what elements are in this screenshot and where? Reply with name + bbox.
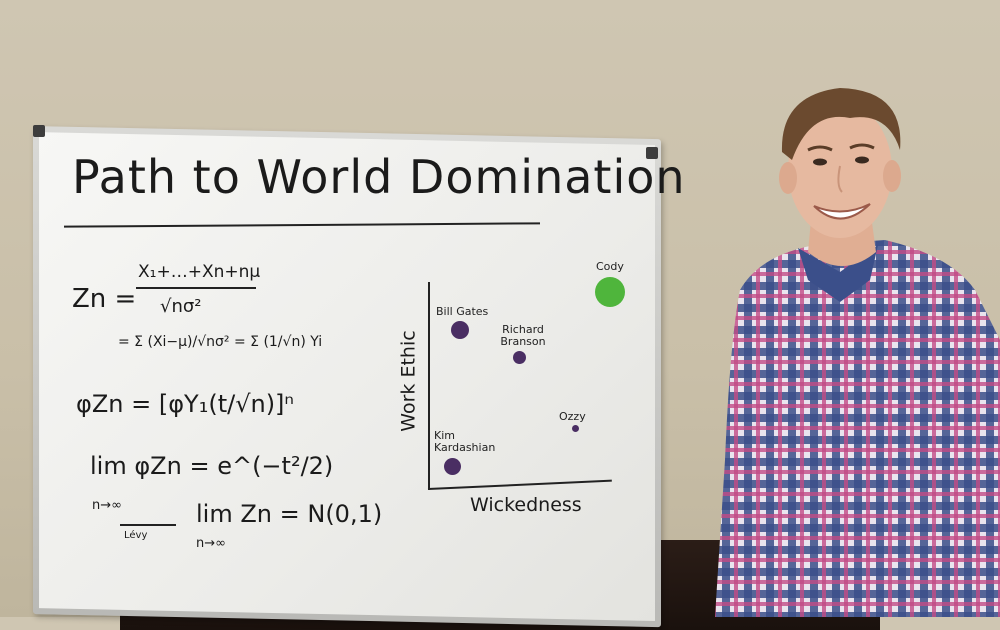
eq-line5-arrow <box>120 524 176 526</box>
eq-line1-fraction-bar <box>136 287 256 289</box>
whiteboard-title: Path to World Domination <box>72 150 686 204</box>
chart-x-label: Wickedness <box>470 494 582 516</box>
point-label-richard-branson: Richard Branson <box>500 323 546 348</box>
photo-scene: Path to World Domination Zn = X₁+…+Xn+nμ… <box>33 88 1000 630</box>
whiteboard-corner-top-right <box>646 147 658 159</box>
eq-line1-numerator: X₁+…+Xn+nμ <box>138 262 261 282</box>
eq-line5-arrow-label: Lévy <box>124 530 148 541</box>
point-label-ozzy: Ozzy <box>559 410 586 423</box>
point-ozzy <box>572 425 579 432</box>
eq-line5-subscript: n→∞ <box>196 536 226 551</box>
eq-line5: lim Zn = N(0,1) <box>196 500 383 528</box>
eq-line1-denominator: √nσ² <box>160 296 202 317</box>
eq-line2: = Σ (Xi−μ)/√nσ² = Σ (1/√n) Yi <box>118 334 323 350</box>
point-cody <box>595 277 625 307</box>
whiteboard-surface <box>39 132 655 622</box>
point-label-cody: Cody <box>596 260 624 273</box>
point-label-bill-gates: Bill Gates <box>436 305 489 318</box>
point-kim-kardashian <box>444 458 461 475</box>
point-label-kim-kardashian: Kim Kardashian <box>434 429 496 454</box>
eq-line3: φZn = [φY₁(t/√n)]ⁿ <box>76 390 294 418</box>
eq-line4-subscript: n→∞ <box>92 498 122 513</box>
chart-y-axis <box>428 282 430 490</box>
eq-line1-lhs: Zn = <box>72 284 137 314</box>
point-richard-branson <box>513 351 526 364</box>
eq-line4: lim φZn = e^(−t²/2) <box>90 452 334 480</box>
whiteboard-corner-top-left <box>33 125 45 137</box>
chart-y-label: Work Ethic <box>397 330 420 432</box>
smiling-man-in-plaid-shirt <box>715 88 1000 617</box>
point-bill-gates <box>451 321 469 339</box>
